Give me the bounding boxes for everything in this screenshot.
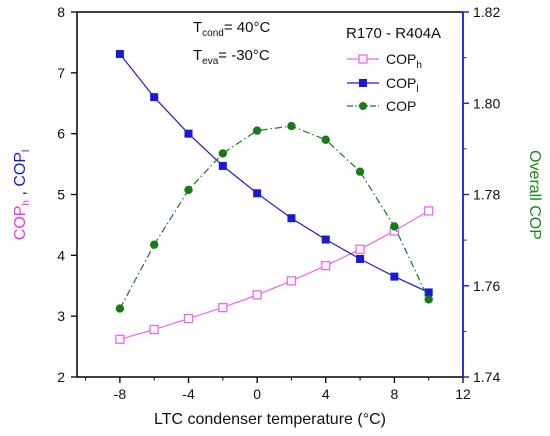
left-y-axis-ticks: 2 3 4 5 6 7 8 (57, 4, 77, 385)
data-point-cop-h (424, 206, 434, 216)
data-point-cop-h (355, 244, 365, 254)
left-y-tick-label: 6 (57, 126, 65, 142)
right-y-axis-ticks: 1.74 1.76 1.78 1.80 1.82 (463, 4, 500, 385)
data-point-cop-h (115, 334, 125, 344)
legend-marker-open-square (358, 54, 368, 64)
legend-marker-filled-square (359, 79, 367, 87)
data-point-cop (287, 121, 296, 131)
data-point-cop-h (218, 302, 228, 313)
series-cop-h (115, 206, 434, 344)
legend-item-cop-h: COPh (347, 51, 422, 71)
right-y-tick-label: 1.74 (473, 369, 500, 385)
right-y-tick-label: 1.76 (473, 278, 500, 294)
legend-item-cop: COP (347, 98, 416, 114)
left-y-tick-label: 3 (57, 308, 65, 324)
x-tick-label: -4 (182, 386, 195, 402)
data-point-cop-h (183, 313, 194, 324)
right-y-axis-title: Overall COP (526, 150, 543, 240)
data-point-cop-l (287, 214, 296, 223)
legend-label-cop: COP (386, 98, 416, 114)
teva-annotation: Teva= -30°C (193, 47, 270, 67)
legend-label-cop-l: COPl (386, 75, 419, 95)
series-line-cop (119, 125, 430, 309)
legend: COPh COPl COP (347, 51, 422, 114)
x-tick-label: 4 (322, 386, 330, 402)
data-point-cop-l (115, 49, 124, 58)
x-tick-label: 12 (455, 386, 471, 402)
legend-label-cop-h: COPh (386, 51, 422, 71)
data-point-cop-l (321, 235, 330, 244)
x-tick-label: 8 (390, 386, 398, 402)
tcond-annotation: Tcond= 40°C (193, 19, 270, 39)
right-y-tick-label: 1.78 (473, 187, 500, 203)
left-y-tick-label: 2 (57, 369, 65, 385)
data-point-cop (424, 295, 433, 304)
data-point-cop (115, 304, 125, 313)
data-point-cop (184, 185, 193, 195)
data-point-cop-h (149, 324, 159, 335)
data-point-cop (355, 167, 365, 176)
data-point-cop (390, 222, 399, 231)
right-y-tick-label: 1.82 (473, 4, 500, 20)
left-y-axis-title: COPh , COPl (12, 150, 32, 240)
legend-item-cop-l: COPl (347, 75, 419, 95)
left-y-tick-label: 7 (57, 65, 65, 81)
series-layer (115, 49, 434, 344)
series-cop (115, 121, 433, 313)
data-point-cop-l (390, 272, 399, 281)
left-y-tick-label: 4 (57, 247, 65, 263)
data-point-cop (218, 149, 228, 158)
data-point-cop (321, 135, 330, 144)
data-point-cop-l (150, 93, 159, 102)
data-point-cop-h (321, 261, 331, 271)
data-point-cop-l (253, 189, 262, 198)
x-axis-ticks: -8 -4 0 4 8 12 (85, 377, 471, 402)
x-tick-label: -8 (114, 386, 127, 402)
right-y-tick-label: 1.80 (473, 95, 500, 111)
data-point-cop-h (252, 290, 262, 300)
series-cop-l (115, 49, 433, 297)
x-axis-title: LTC condenser temperature (°C) (154, 411, 386, 428)
left-y-tick-label: 8 (57, 4, 65, 20)
data-point-cop-h (286, 276, 297, 286)
data-point-cop (150, 240, 159, 249)
data-point-cop-l (356, 254, 365, 263)
x-tick-label: 0 (253, 386, 261, 402)
left-y-tick-label: 5 (57, 187, 65, 203)
data-point-cop-l (184, 129, 193, 138)
data-point-cop-l (424, 288, 433, 297)
legend-marker-filled-circle (359, 102, 367, 110)
refrigerant-pair-label: R170 - R404A (346, 25, 441, 42)
data-point-cop-l (218, 161, 227, 170)
data-point-cop (252, 126, 262, 135)
series-line-cop-h (119, 210, 430, 340)
condition-annotations: Tcond= 40°C Teva= -30°C R170 - R404A (193, 19, 441, 67)
series-line-cop-l (119, 53, 429, 293)
